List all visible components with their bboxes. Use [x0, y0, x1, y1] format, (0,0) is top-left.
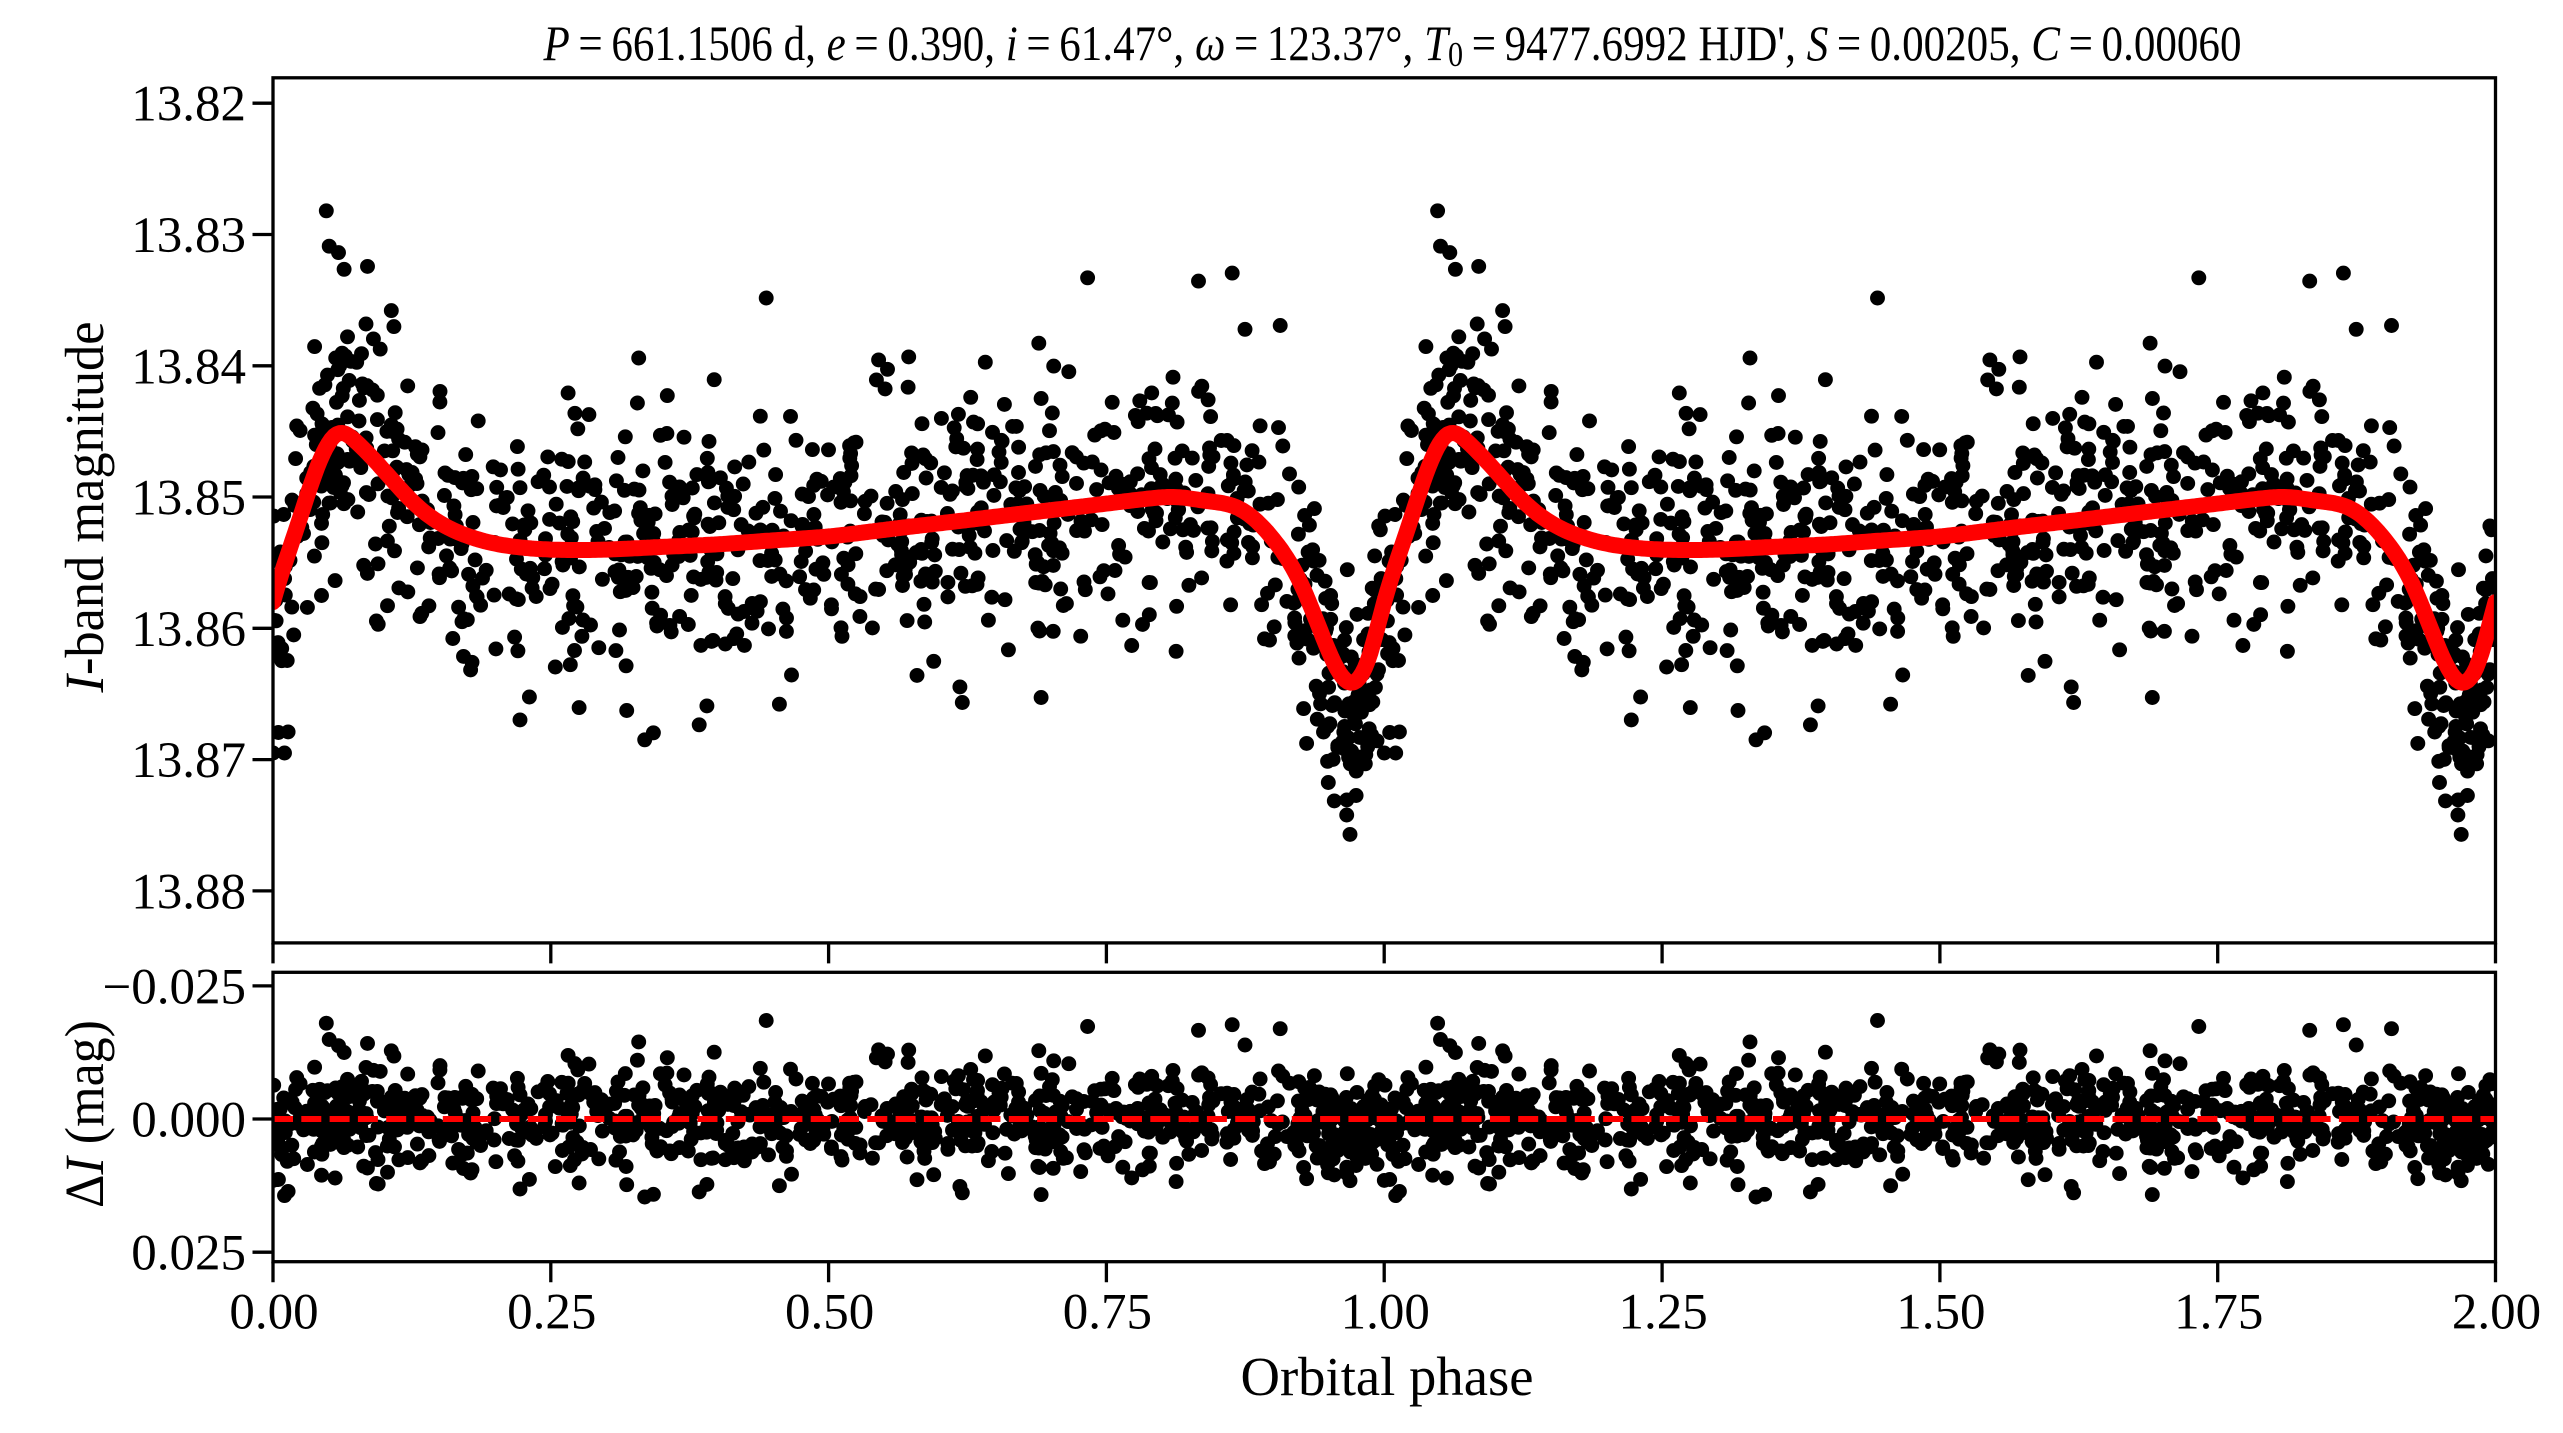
svg-text:1.50: 1.50: [1896, 1285, 1985, 1341]
svg-text:0.50: 0.50: [785, 1285, 874, 1341]
svg-text:1.75: 1.75: [2174, 1285, 2263, 1341]
svg-text:1.00: 1.00: [1341, 1285, 1430, 1341]
svg-text:Orbital phase: Orbital phase: [1241, 1346, 1534, 1407]
svg-text:13.85: 13.85: [131, 471, 246, 527]
svg-text:13.87: 13.87: [131, 733, 246, 789]
svg-text:ΔI (mag): ΔI (mag): [54, 1020, 115, 1208]
svg-text:0.00: 0.00: [229, 1285, 318, 1341]
svg-text:13.86: 13.86: [131, 602, 246, 658]
svg-text:13.82: 13.82: [131, 77, 246, 133]
svg-text:−0.025: −0.025: [102, 959, 246, 1015]
svg-text:13.83: 13.83: [131, 208, 246, 264]
svg-text:13.84: 13.84: [131, 339, 246, 395]
svg-text:1.25: 1.25: [1618, 1285, 1707, 1341]
svg-text:I-band magnitude: I-band magnitude: [54, 322, 115, 694]
svg-text:0.025: 0.025: [131, 1226, 246, 1282]
svg-text:0.75: 0.75: [1063, 1285, 1152, 1341]
svg-text:2.00: 2.00: [2452, 1285, 2541, 1341]
svg-text:0.25: 0.25: [507, 1285, 596, 1341]
svg-text:P = 661.1506 d, e = 0.390, i =: P = 661.1506 d, e = 0.390, i = 61.47°, ω…: [543, 15, 2242, 74]
svg-text:0.000: 0.000: [131, 1093, 246, 1149]
svg-text:13.88: 13.88: [131, 864, 246, 920]
